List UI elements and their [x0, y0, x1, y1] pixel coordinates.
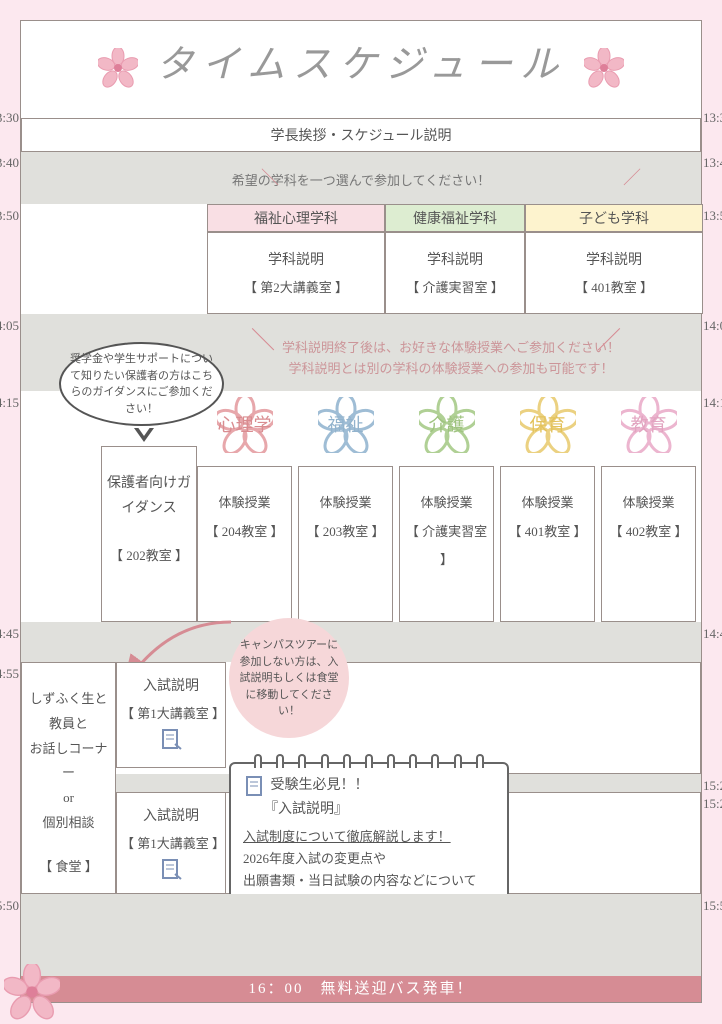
- talk-line: 教員と: [26, 712, 111, 737]
- schedule-body: 学長挨拶・スケジュール説明 希望の学科を一つ選んで参加してください！ ＼ ／ 福…: [21, 106, 701, 1002]
- sakura-icon: [4, 964, 60, 1020]
- class-cell: 体験授業【 401教室 】: [500, 466, 595, 622]
- sakura-icon: [98, 48, 138, 88]
- talk-line: しずふく生と: [26, 687, 111, 712]
- talk-line: 個別相談: [26, 811, 111, 836]
- time-label: 13:50: [703, 208, 722, 224]
- bubble-tail-icon: [134, 428, 154, 442]
- document-icon: [159, 857, 183, 881]
- class-cell: 体験授業【 203教室 】: [298, 466, 393, 622]
- exam2-title: 入試説明: [121, 803, 221, 831]
- title-text: タイムスケジュール: [156, 44, 567, 86]
- exam1-cell: 入試説明 【 第1大講義室 】: [116, 662, 226, 768]
- time-label: 13:30: [703, 110, 722, 126]
- schedule-page: タイムスケジュール 13:3013:4013:5014:0514:1514:45…: [20, 20, 702, 1003]
- exam1-title: 入試説明: [121, 673, 221, 701]
- notepad-line: 2026年度入試の変更点や: [243, 848, 495, 870]
- guardian-bubble: 奨学金や学生サポートについて知りたい保護者の方はこちらのガイダンスにご参加くださ…: [59, 342, 229, 434]
- spiral-binding-icon: [247, 754, 491, 768]
- notepad-heading: 受験生必見！！ 『入試説明』: [243, 774, 495, 822]
- time-label: 14:05: [703, 318, 722, 334]
- dept-header: 健康福祉学科: [385, 204, 525, 232]
- sakura-icon: [584, 48, 624, 88]
- dept-header: 子ども学科: [525, 204, 703, 232]
- time-label: 15:20: [703, 778, 722, 794]
- exam2-room: 【 第1大講義室 】: [121, 831, 221, 857]
- notepad-hd2: 『入試説明』: [264, 802, 348, 817]
- class-flower-label: 介護: [399, 391, 494, 461]
- time-label: 14:45: [0, 626, 19, 642]
- document-icon: [243, 774, 267, 798]
- class-flower-label: 教育: [601, 391, 696, 461]
- time-label: 13:30: [0, 110, 19, 126]
- time-label: 13:50: [0, 208, 19, 224]
- accent-mark-icon: ＼: [261, 164, 279, 190]
- exam1-room: 【 第1大講義室 】: [121, 701, 221, 727]
- notepad-hd1: 受験生必見！！: [271, 779, 369, 794]
- class-flower-label: 福祉: [298, 391, 393, 461]
- time-label: 13:40: [0, 155, 19, 171]
- talk-cell: しずふく生と 教員と お話しコーナー or 個別相談 【 食堂 】: [21, 662, 116, 894]
- guardian-cell: 保護者向けガイダンス 【 202教室 】: [101, 446, 197, 622]
- time-label: 13:40: [703, 155, 722, 171]
- accent-mark-icon: ＼: [251, 320, 275, 355]
- guardian-title: 保護者向けガイダンス: [106, 471, 192, 521]
- grey-band-5: [21, 894, 701, 976]
- circle-note: キャンパスツアーに参加しない方は、入試説明もしくは食堂に移動してください！: [229, 618, 349, 738]
- talk-line: or: [26, 786, 111, 811]
- time-label: 15:25: [703, 796, 722, 812]
- time-label: 14:55: [0, 666, 19, 682]
- dept-header: 福祉心理学科: [207, 204, 385, 232]
- guardian-room: 【 202教室 】: [106, 544, 192, 567]
- note-line: 学科説明とは別の学科の体験授業への参加も可能です！: [221, 359, 681, 380]
- dept-cell: 学科説明【 介護実習室 】: [385, 232, 525, 314]
- greeting-row: 学長挨拶・スケジュール説明: [21, 118, 701, 152]
- bus-bar: 16：00 無料送迎バス発車！: [21, 976, 701, 1002]
- page-title: タイムスケジュール: [21, 21, 701, 106]
- class-cell: 体験授業【 204教室 】: [197, 466, 292, 622]
- time-label: 14:15: [0, 395, 19, 411]
- dept-select-note: 希望の学科を一つ選んで参加してください！: [21, 170, 701, 189]
- time-label: 14:05: [0, 318, 19, 334]
- accent-mark-icon: ／: [597, 320, 621, 355]
- bubble-text: 奨学金や学生サポートについて知りたい保護者の方はこちらのガイダンスにご参加くださ…: [59, 342, 224, 426]
- dept-cell: 学科説明【 401教室 】: [525, 232, 703, 314]
- time-label: 15:50: [703, 898, 722, 914]
- notepad-line: 出願書類・当日試験の内容などについて: [243, 870, 495, 892]
- class-cell: 体験授業【 介護実習室 】: [399, 466, 494, 622]
- talk-line: お話しコーナー: [26, 737, 111, 786]
- dept-cell: 学科説明【 第2大講義室 】: [207, 232, 385, 314]
- talk-room: 【 食堂 】: [26, 855, 111, 880]
- time-label: 14:45: [703, 626, 722, 642]
- notepad-underline: 入試制度について徹底解説します！: [243, 826, 495, 848]
- time-label: 14:15: [703, 395, 722, 411]
- document-icon: [159, 727, 183, 751]
- class-cell: 体験授業【 402教室 】: [601, 466, 696, 622]
- time-label: 15:50: [0, 898, 19, 914]
- class-flower-label: 保育: [500, 391, 595, 461]
- exam2-cell: 入試説明 【 第1大講義室 】: [116, 792, 226, 894]
- accent-mark-icon: ／: [623, 164, 641, 190]
